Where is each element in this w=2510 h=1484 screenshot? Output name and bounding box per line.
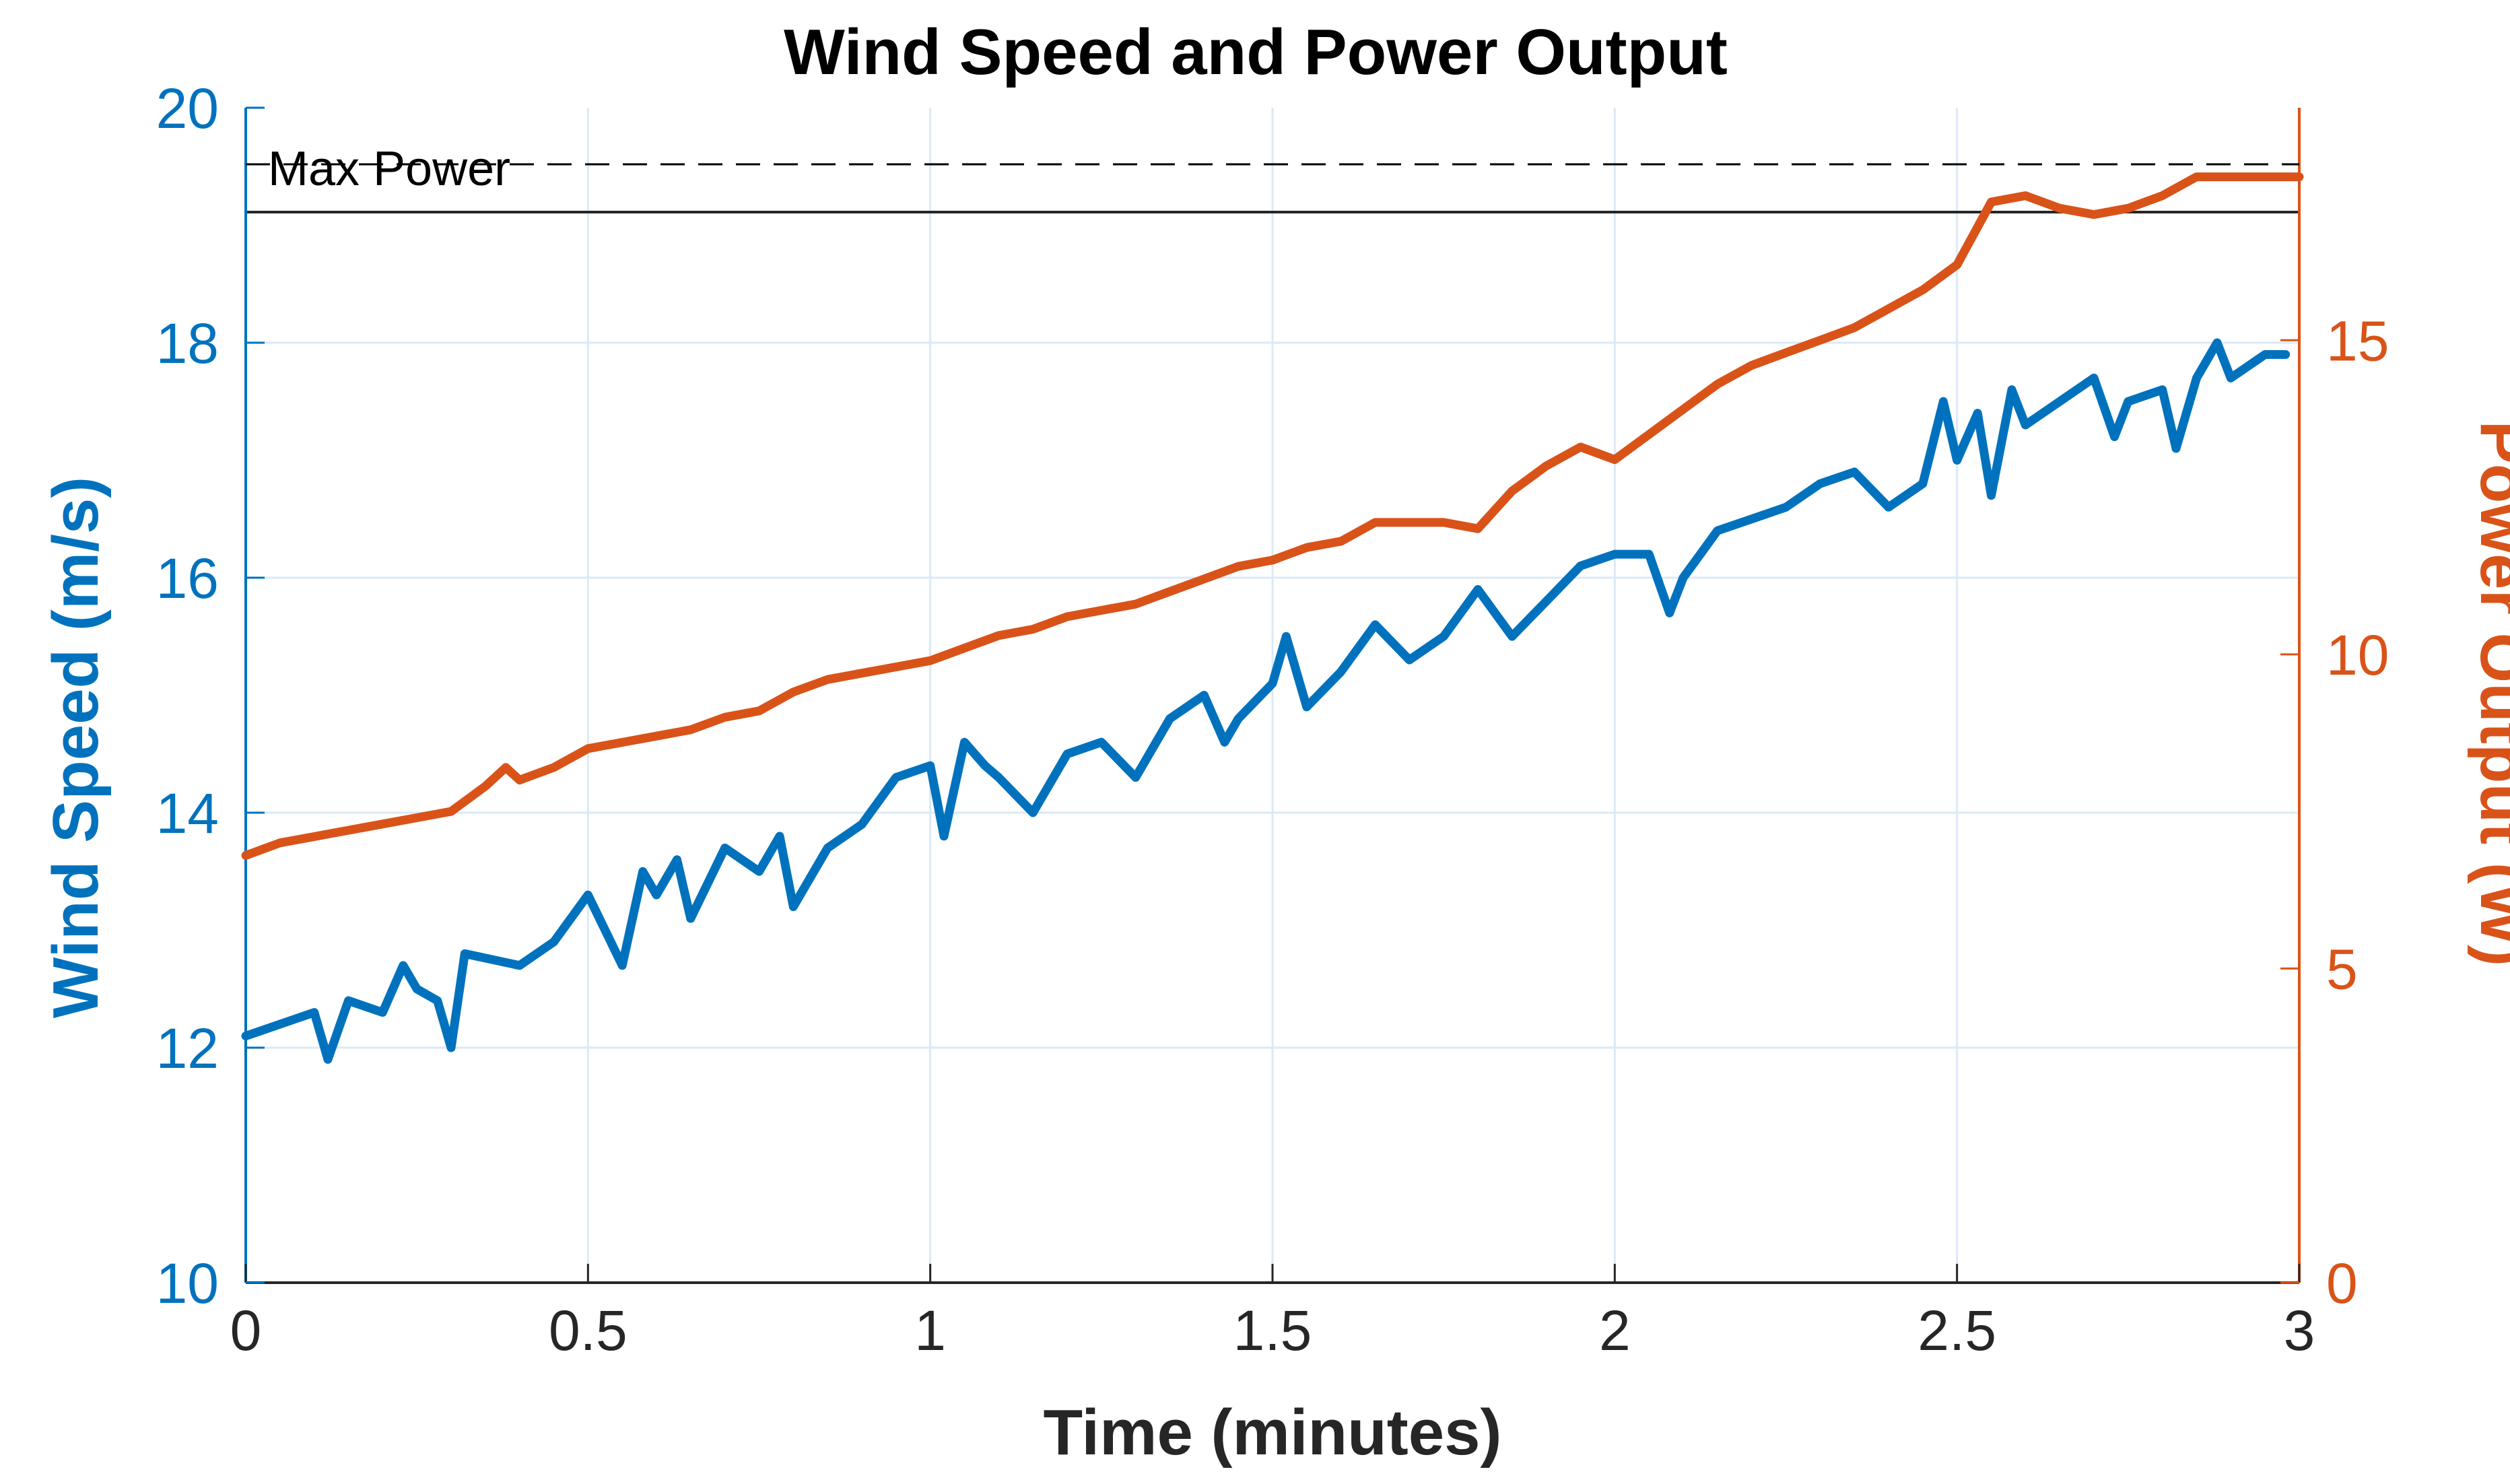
left-y-tick-label: 16 [156,547,219,610]
x-tick-label: 0 [230,1299,262,1362]
x-tick-label: 1 [914,1299,946,1362]
right-y-tick-label: 15 [2326,309,2389,372]
left-y-tick-label: 14 [156,782,219,845]
x-tick-label: 0.5 [549,1299,628,1362]
tick-marks [244,106,2301,1284]
right-y-tick-label: 5 [2326,937,2358,1001]
series-line-wind-speed [241,338,2291,1064]
right-y-tick-labels: 0 5 10 15 [2326,309,2389,1315]
grid-lines [246,108,2299,1283]
x-axis-label: Time (minutes) [1044,1396,1502,1469]
left-y-axis-label: Wind Speed (m/s) [40,477,112,1019]
left-y-tick-label: 10 [156,1252,219,1315]
x-tick-label: 3 [2284,1299,2315,1362]
left-y-tick-label: 18 [156,312,219,375]
left-y-tick-label: 20 [156,77,219,140]
x-tick-label: 2 [1599,1299,1631,1362]
right-y-axis-label: Power Output (W) [2467,421,2510,967]
left-y-tick-labels: 10 12 14 16 18 20 [156,77,219,1315]
x-tick-labels: 0 0.5 1 1.5 2 2.5 3 [230,1299,2315,1362]
right-y-tick-label: 10 [2326,623,2389,687]
max-power-label: Max Power [268,142,510,196]
left-y-tick-label: 12 [156,1017,219,1080]
series-line-power-output [241,172,2304,860]
x-tick-label: 1.5 [1233,1299,1312,1362]
right-y-tick-label: 0 [2326,1252,2358,1315]
chart-title: Wind Speed and Power Output [784,16,1728,88]
x-tick-label: 2.5 [1918,1299,1996,1362]
